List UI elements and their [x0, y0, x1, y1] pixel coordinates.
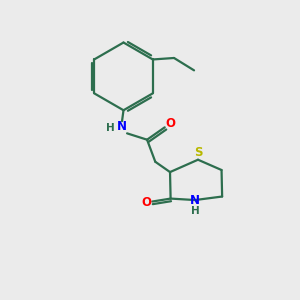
Text: H: H — [106, 123, 115, 133]
Text: O: O — [141, 196, 151, 208]
Text: H: H — [191, 206, 200, 216]
Text: S: S — [194, 146, 202, 159]
Text: N: N — [190, 194, 200, 207]
Text: O: O — [165, 117, 175, 130]
Text: N: N — [117, 120, 127, 133]
